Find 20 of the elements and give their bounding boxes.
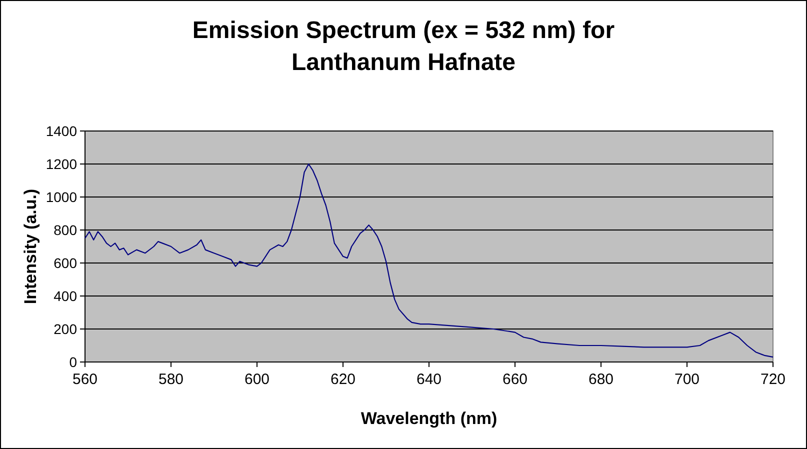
x-tick-label: 600 (244, 371, 270, 388)
x-tick-label: 680 (588, 371, 614, 388)
y-tick-label: 800 (54, 222, 78, 238)
x-tick-label: 720 (760, 371, 786, 388)
x-tick-label: 700 (674, 371, 700, 388)
chart-title: Emission Spectrum (ex = 532 nm) for Lanthanum Hafnate (192, 17, 615, 76)
y-tick-label: 600 (54, 254, 78, 271)
y-tick-label: 1000 (46, 188, 78, 205)
y-axis-title: Intensity (a.u.) (21, 188, 40, 304)
x-tick-label: 660 (502, 371, 528, 388)
x-tick-label: 560 (72, 371, 98, 388)
x-tick-label: 640 (416, 371, 442, 388)
y-tick-label: 1200 (46, 156, 78, 172)
x-tick-label: 580 (158, 371, 184, 388)
y-tick-label: 400 (54, 288, 78, 304)
y-tick-label: 1400 (46, 122, 78, 139)
y-tick-label: 0 (69, 354, 78, 370)
x-tick-label: 620 (330, 371, 356, 388)
x-axis-title: Wavelength (nm) (360, 409, 498, 428)
y-tick-label: 200 (54, 320, 78, 337)
